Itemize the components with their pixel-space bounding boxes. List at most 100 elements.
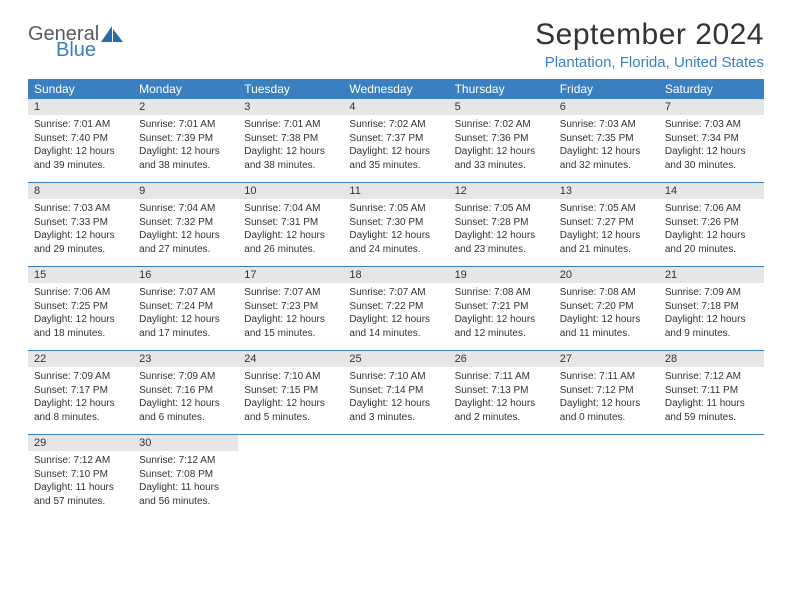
day-number: 28: [659, 351, 764, 367]
day-body: Sunrise: 7:05 AMSunset: 7:27 PMDaylight:…: [554, 199, 659, 266]
calendar-cell: 7Sunrise: 7:03 AMSunset: 7:34 PMDaylight…: [659, 99, 764, 183]
day-body: Sunrise: 7:07 AMSunset: 7:22 PMDaylight:…: [343, 283, 448, 350]
sail-icon: [101, 26, 123, 42]
calendar-cell: 5Sunrise: 7:02 AMSunset: 7:36 PMDaylight…: [449, 99, 554, 183]
day-body: Sunrise: 7:06 AMSunset: 7:25 PMDaylight:…: [28, 283, 133, 350]
calendar-cell: 21Sunrise: 7:09 AMSunset: 7:18 PMDayligh…: [659, 267, 764, 351]
daylight-line: Daylight: 12 hours and 30 minutes.: [665, 145, 758, 172]
calendar-cell: 25Sunrise: 7:10 AMSunset: 7:14 PMDayligh…: [343, 351, 448, 435]
calendar-cell: 10Sunrise: 7:04 AMSunset: 7:31 PMDayligh…: [238, 183, 343, 267]
calendar-table: Sunday Monday Tuesday Wednesday Thursday…: [28, 79, 764, 518]
calendar-cell: 24Sunrise: 7:10 AMSunset: 7:15 PMDayligh…: [238, 351, 343, 435]
calendar-cell: 26Sunrise: 7:11 AMSunset: 7:13 PMDayligh…: [449, 351, 554, 435]
calendar-cell: 12Sunrise: 7:05 AMSunset: 7:28 PMDayligh…: [449, 183, 554, 267]
weekday-header-row: Sunday Monday Tuesday Wednesday Thursday…: [28, 79, 764, 99]
day-body: Sunrise: 7:10 AMSunset: 7:14 PMDaylight:…: [343, 367, 448, 434]
calendar-cell: 1Sunrise: 7:01 AMSunset: 7:40 PMDaylight…: [28, 99, 133, 183]
sunset-line: Sunset: 7:24 PM: [139, 300, 232, 314]
calendar-cell: 18Sunrise: 7:07 AMSunset: 7:22 PMDayligh…: [343, 267, 448, 351]
sunrise-line: Sunrise: 7:01 AM: [244, 118, 337, 132]
sunrise-line: Sunrise: 7:04 AM: [244, 202, 337, 216]
daylight-line: Daylight: 12 hours and 23 minutes.: [455, 229, 548, 256]
day-number: 29: [28, 435, 133, 451]
sunrise-line: Sunrise: 7:08 AM: [455, 286, 548, 300]
day-body: Sunrise: 7:12 AMSunset: 7:08 PMDaylight:…: [133, 451, 238, 518]
day-number: 7: [659, 99, 764, 115]
day-number: 18: [343, 267, 448, 283]
day-body: Sunrise: 7:06 AMSunset: 7:26 PMDaylight:…: [659, 199, 764, 266]
sunrise-line: Sunrise: 7:07 AM: [349, 286, 442, 300]
day-number: 23: [133, 351, 238, 367]
day-body: Sunrise: 7:05 AMSunset: 7:28 PMDaylight:…: [449, 199, 554, 266]
day-body: Sunrise: 7:03 AMSunset: 7:35 PMDaylight:…: [554, 115, 659, 182]
daylight-line: Daylight: 12 hours and 39 minutes.: [34, 145, 127, 172]
sunrise-line: Sunrise: 7:06 AM: [34, 286, 127, 300]
daylight-line: Daylight: 12 hours and 15 minutes.: [244, 313, 337, 340]
daylight-line: Daylight: 12 hours and 32 minutes.: [560, 145, 653, 172]
sunrise-line: Sunrise: 7:02 AM: [455, 118, 548, 132]
sunset-line: Sunset: 7:10 PM: [34, 468, 127, 482]
weekday-header: Monday: [133, 79, 238, 99]
daylight-line: Daylight: 11 hours and 56 minutes.: [139, 481, 232, 508]
day-number: 22: [28, 351, 133, 367]
day-number: 12: [449, 183, 554, 199]
day-body: Sunrise: 7:08 AMSunset: 7:20 PMDaylight:…: [554, 283, 659, 350]
day-body: Sunrise: 7:07 AMSunset: 7:24 PMDaylight:…: [133, 283, 238, 350]
sunset-line: Sunset: 7:31 PM: [244, 216, 337, 230]
sunrise-line: Sunrise: 7:05 AM: [560, 202, 653, 216]
sunset-line: Sunset: 7:23 PM: [244, 300, 337, 314]
weekday-header: Friday: [554, 79, 659, 99]
day-number: 6: [554, 99, 659, 115]
weekday-header: Thursday: [449, 79, 554, 99]
header: General Blue September 2024 Plantation, …: [28, 18, 764, 71]
sunrise-line: Sunrise: 7:08 AM: [560, 286, 653, 300]
calendar-cell: 28Sunrise: 7:12 AMSunset: 7:11 PMDayligh…: [659, 351, 764, 435]
sunrise-line: Sunrise: 7:04 AM: [139, 202, 232, 216]
sunset-line: Sunset: 7:14 PM: [349, 384, 442, 398]
day-body: Sunrise: 7:04 AMSunset: 7:32 PMDaylight:…: [133, 199, 238, 266]
daylight-line: Daylight: 12 hours and 27 minutes.: [139, 229, 232, 256]
day-body: Sunrise: 7:03 AMSunset: 7:33 PMDaylight:…: [28, 199, 133, 266]
calendar-row: 8Sunrise: 7:03 AMSunset: 7:33 PMDaylight…: [28, 183, 764, 267]
sunset-line: Sunset: 7:17 PM: [34, 384, 127, 398]
day-number: 16: [133, 267, 238, 283]
sunrise-line: Sunrise: 7:05 AM: [455, 202, 548, 216]
calendar-cell: 9Sunrise: 7:04 AMSunset: 7:32 PMDaylight…: [133, 183, 238, 267]
sunset-line: Sunset: 7:20 PM: [560, 300, 653, 314]
sunrise-line: Sunrise: 7:02 AM: [349, 118, 442, 132]
calendar-cell: 27Sunrise: 7:11 AMSunset: 7:12 PMDayligh…: [554, 351, 659, 435]
day-number: 13: [554, 183, 659, 199]
day-number: 27: [554, 351, 659, 367]
sunset-line: Sunset: 7:11 PM: [665, 384, 758, 398]
calendar-cell: 29Sunrise: 7:12 AMSunset: 7:10 PMDayligh…: [28, 435, 133, 519]
day-body: Sunrise: 7:04 AMSunset: 7:31 PMDaylight:…: [238, 199, 343, 266]
day-body: Sunrise: 7:05 AMSunset: 7:30 PMDaylight:…: [343, 199, 448, 266]
daylight-line: Daylight: 12 hours and 9 minutes.: [665, 313, 758, 340]
daylight-line: Daylight: 12 hours and 17 minutes.: [139, 313, 232, 340]
calendar-row: 1Sunrise: 7:01 AMSunset: 7:40 PMDaylight…: [28, 99, 764, 183]
sunset-line: Sunset: 7:18 PM: [665, 300, 758, 314]
day-number: 5: [449, 99, 554, 115]
day-body: Sunrise: 7:12 AMSunset: 7:11 PMDaylight:…: [659, 367, 764, 434]
calendar-cell: 4Sunrise: 7:02 AMSunset: 7:37 PMDaylight…: [343, 99, 448, 183]
sunset-line: Sunset: 7:30 PM: [349, 216, 442, 230]
daylight-line: Daylight: 12 hours and 24 minutes.: [349, 229, 442, 256]
sunset-line: Sunset: 7:32 PM: [139, 216, 232, 230]
day-body: Sunrise: 7:11 AMSunset: 7:13 PMDaylight:…: [449, 367, 554, 434]
sunset-line: Sunset: 7:33 PM: [34, 216, 127, 230]
sunset-line: Sunset: 7:16 PM: [139, 384, 232, 398]
daylight-line: Daylight: 12 hours and 5 minutes.: [244, 397, 337, 424]
sunset-line: Sunset: 7:12 PM: [560, 384, 653, 398]
day-number: 9: [133, 183, 238, 199]
calendar-cell: 14Sunrise: 7:06 AMSunset: 7:26 PMDayligh…: [659, 183, 764, 267]
calendar-cell: 17Sunrise: 7:07 AMSunset: 7:23 PMDayligh…: [238, 267, 343, 351]
daylight-line: Daylight: 12 hours and 8 minutes.: [34, 397, 127, 424]
sunset-line: Sunset: 7:39 PM: [139, 132, 232, 146]
sunrise-line: Sunrise: 7:07 AM: [139, 286, 232, 300]
daylight-line: Daylight: 12 hours and 38 minutes.: [139, 145, 232, 172]
logo: General Blue: [28, 24, 123, 59]
daylight-line: Daylight: 12 hours and 33 minutes.: [455, 145, 548, 172]
calendar-cell: [238, 435, 343, 519]
title-block: September 2024 Plantation, Florida, Unit…: [535, 18, 764, 71]
day-body: Sunrise: 7:07 AMSunset: 7:23 PMDaylight:…: [238, 283, 343, 350]
